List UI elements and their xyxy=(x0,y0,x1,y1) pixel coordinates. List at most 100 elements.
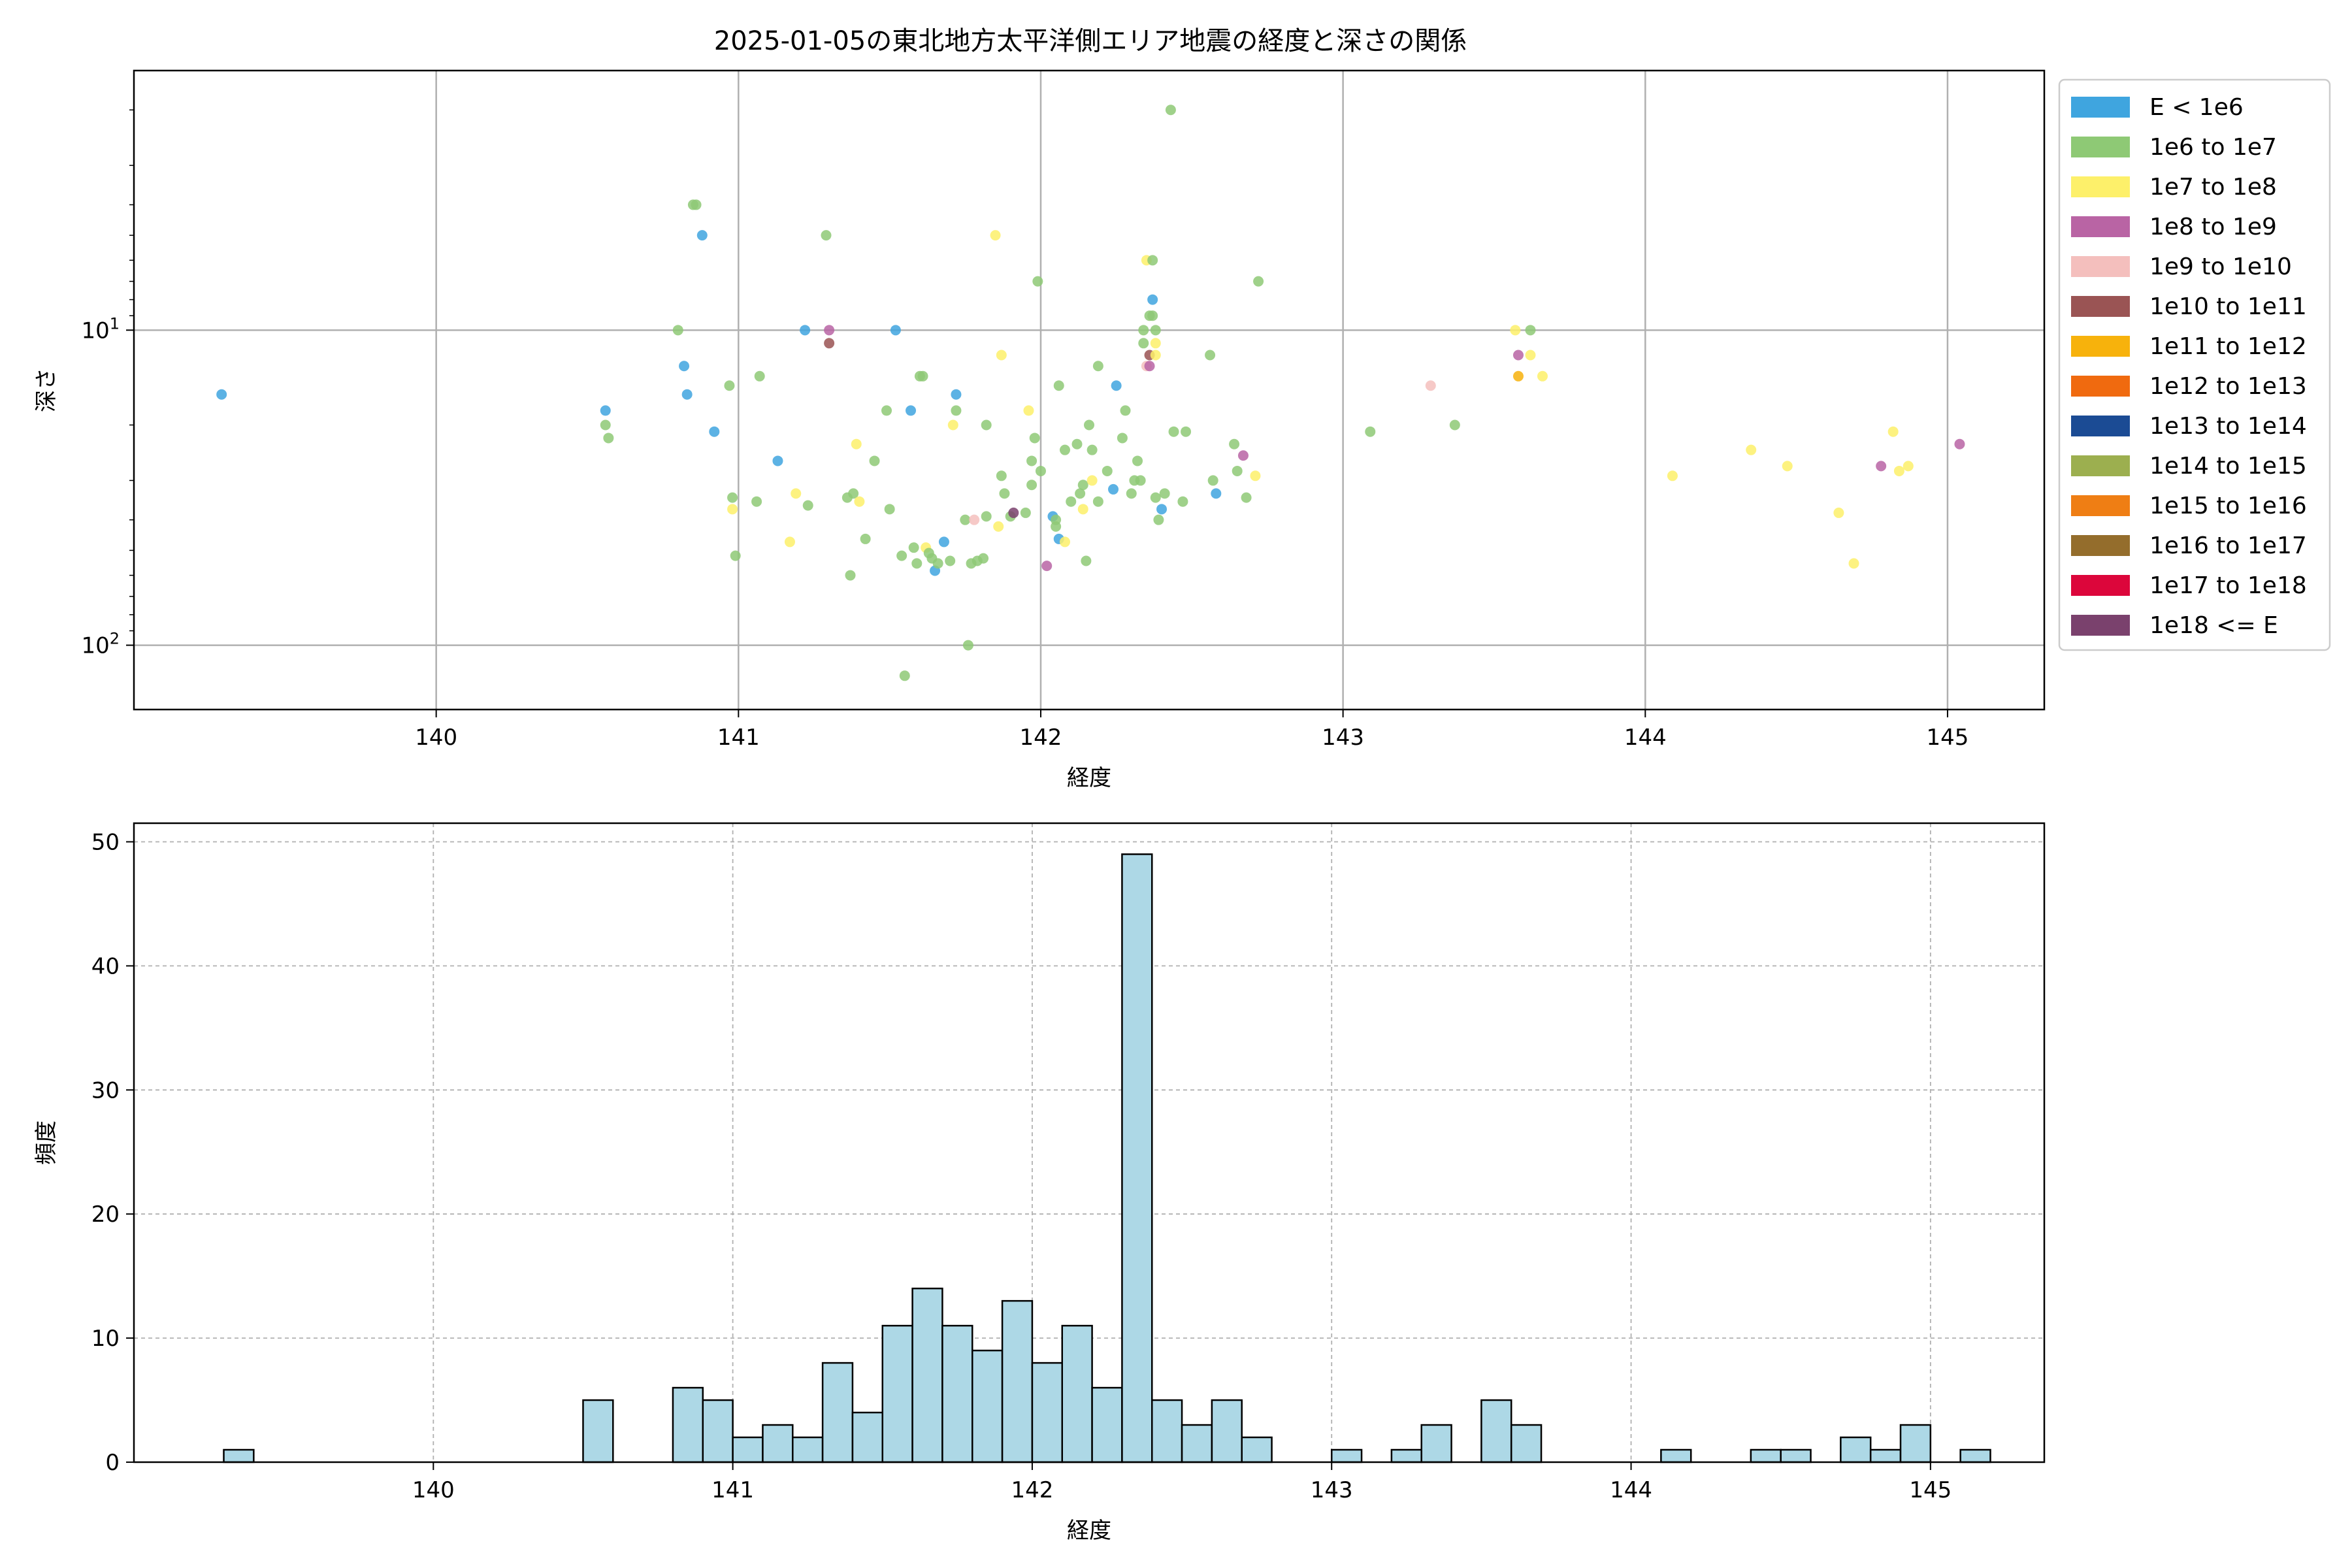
histogram-bar xyxy=(1121,853,1153,1463)
scatter-point xyxy=(1008,507,1019,518)
scatter-point xyxy=(932,558,943,569)
scatter-point xyxy=(993,521,1004,532)
scatter-point xyxy=(1512,370,1524,382)
histogram-bar xyxy=(941,1324,973,1463)
legend-label: 1e8 to 1e9 xyxy=(2149,214,2277,240)
scatter-point xyxy=(672,325,683,336)
scatter-point xyxy=(1035,465,1046,476)
scatter-point xyxy=(1053,380,1064,391)
scatter-point xyxy=(1147,255,1158,266)
scatter-point xyxy=(691,199,702,210)
scatter-point xyxy=(1525,350,1536,361)
scatter-point xyxy=(216,389,227,400)
scatter-points xyxy=(216,105,1965,681)
scatter-point xyxy=(1782,461,1793,472)
histogram-bar xyxy=(881,1324,913,1463)
legend-label: 1e12 to 1e13 xyxy=(2149,373,2307,400)
scatter-xtick-label: 140 xyxy=(415,725,457,751)
scatter-point xyxy=(696,230,708,241)
scatter-point xyxy=(1893,465,1904,476)
legend-label: 1e10 to 1e11 xyxy=(2149,293,2307,320)
scatter-point xyxy=(784,536,795,547)
scatter-point xyxy=(1108,483,1119,495)
legend-label: 1e14 to 1e15 xyxy=(2149,453,2307,480)
scatter-point xyxy=(899,670,910,681)
scatter-point xyxy=(1156,504,1168,515)
scatter-point xyxy=(1029,433,1040,444)
scatter-point xyxy=(1066,496,1077,507)
histogram-bar xyxy=(672,1386,704,1463)
scatter-point xyxy=(1153,514,1164,525)
scatter-point xyxy=(1138,338,1149,349)
scatter-xtick-label: 143 xyxy=(1322,725,1364,751)
histogram-ytick-label: 40 xyxy=(91,953,120,979)
histogram-bars xyxy=(223,853,1991,1463)
legend-swatch xyxy=(2071,416,2130,436)
scatter-point xyxy=(1150,492,1161,503)
scatter-point xyxy=(824,338,835,349)
histogram-xtick-label: 140 xyxy=(412,1477,455,1503)
scatter-point xyxy=(824,325,835,336)
scatter-point xyxy=(800,325,811,336)
histogram-bar xyxy=(1660,1448,1692,1463)
scatter-point xyxy=(1250,470,1261,482)
scatter-ylabel: 深さ xyxy=(33,368,59,412)
legend-swatch xyxy=(2071,137,2130,157)
scatter-point xyxy=(1081,555,1092,566)
legend-swatch xyxy=(2071,455,2130,476)
histogram-bar xyxy=(972,1349,1004,1463)
histogram-xtick-label: 142 xyxy=(1011,1477,1053,1503)
scatter-point xyxy=(802,500,813,511)
scatter-point xyxy=(709,426,720,437)
histogram-bar xyxy=(1061,1324,1093,1463)
scatter-point xyxy=(848,488,859,499)
scatter-point xyxy=(869,455,880,466)
legend-label: 1e18 <= E xyxy=(2149,612,2278,639)
scatter-point xyxy=(908,542,919,553)
scatter-point xyxy=(1449,419,1460,431)
histogram-bar xyxy=(1031,1362,1064,1463)
scatter-point xyxy=(1253,276,1264,287)
scatter-point xyxy=(906,405,917,416)
scatter-point xyxy=(751,496,762,507)
scatter-point xyxy=(960,514,971,525)
scatter-xtick-label: 145 xyxy=(1926,725,1968,751)
scatter-xtick-label: 144 xyxy=(1624,725,1667,751)
histogram-xtick-label: 143 xyxy=(1311,1477,1353,1503)
scatter-point xyxy=(1032,276,1043,287)
scatter-point xyxy=(1147,294,1158,305)
histogram-ytick-label: 0 xyxy=(105,1450,120,1476)
scatter-point xyxy=(1059,444,1070,455)
scatter-point xyxy=(603,433,614,444)
scatter-point xyxy=(999,488,1010,499)
legend-swatch xyxy=(2071,376,2130,397)
scatter-point xyxy=(1237,450,1249,461)
legend: E < 1e6 1e6 to 1e7 1e7 to 1e8 1e8 to 1e9 1e9… xyxy=(2058,78,2331,651)
legend-label: 1e11 to 1e12 xyxy=(2149,333,2307,360)
histogram-bar xyxy=(851,1411,884,1463)
scatter-xlabel: 経度 xyxy=(1067,765,1111,791)
scatter-point xyxy=(1059,536,1070,547)
histogram-bar xyxy=(1780,1448,1812,1463)
legend-swatch xyxy=(2071,296,2130,317)
scatter-point xyxy=(1126,488,1137,499)
histogram-bar xyxy=(1510,1424,1543,1463)
histogram-bar xyxy=(1151,1399,1183,1463)
scatter-point xyxy=(1150,325,1161,336)
scatter-point xyxy=(1159,488,1170,499)
scatter-point xyxy=(1168,426,1179,437)
histogram-bar xyxy=(1899,1424,1932,1463)
scatter-point xyxy=(996,350,1007,361)
scatter-point xyxy=(1071,438,1083,449)
histogram-xlabel: 経度 xyxy=(1067,1518,1111,1544)
legend-label: 1e7 to 1e8 xyxy=(2149,174,2277,201)
scatter-point xyxy=(1177,496,1188,507)
chart-title: 2025-01-05の東北地方太平洋側エリア地震の経度と深さの関係 xyxy=(714,26,1467,56)
scatter-point xyxy=(1075,488,1086,499)
scatter-point xyxy=(1138,325,1149,336)
histogram-xtick-label: 144 xyxy=(1610,1477,1652,1503)
scatter-point xyxy=(978,553,989,564)
scatter-point xyxy=(938,536,949,547)
legend-label: 1e13 to 1e14 xyxy=(2149,413,2307,440)
